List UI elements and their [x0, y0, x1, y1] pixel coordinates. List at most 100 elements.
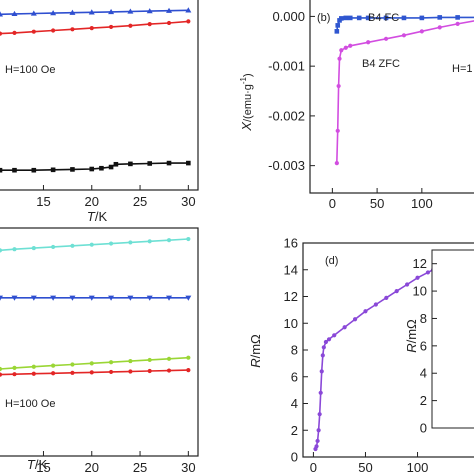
- panel-d-inset-frame: [431, 249, 474, 429]
- panel-a-x-tick-label: 20: [85, 194, 99, 209]
- panel-c-series-1-point: [166, 295, 173, 301]
- panel-a-series-2-point: [108, 164, 114, 170]
- panel-b-y-axis-close: ): [242, 73, 254, 77]
- panel-d-inset-ticks: 0 2 4 6 8 10 12: [413, 256, 437, 436]
- panel-b-series-1-point: [334, 161, 339, 166]
- panel-b-y-axis-title: X/(emu·g-1): [239, 73, 254, 131]
- panel-b-series-0-point: [419, 15, 425, 21]
- panel-a-series-2-line: [0, 162, 189, 171]
- panel-b-series-0-point: [343, 15, 349, 21]
- panel-a-series-1-line: [0, 20, 189, 35]
- panel-d-series-0-point: [384, 295, 389, 300]
- panel-b-plot-frame: [309, 0, 474, 194]
- panel-b-series-1-point: [336, 83, 341, 89]
- panel-d-inset-y-tick-label: 6: [420, 338, 427, 353]
- panel-a-series-0-point: [166, 7, 173, 13]
- panel-a-plot-frame: [0, 0, 199, 191]
- panel-b-ticks: 0 50 100 0.000 -0.001 -0.002 -0.003: [268, 9, 433, 211]
- panel-a-series-2-point: [70, 167, 75, 172]
- panel-a-series-0-point: [185, 7, 192, 13]
- panel-a-series-2-point: [147, 161, 153, 166]
- panel-d-series-0-point: [363, 309, 368, 314]
- panel-a-series-2-point: [12, 167, 17, 173]
- panel-c-series-0-point: [70, 243, 75, 248]
- panel-d-series-0-point: [425, 270, 431, 275]
- panel-d-inset-y-tick-label: 12: [413, 256, 427, 271]
- panel-b-series-1-point: [348, 43, 353, 48]
- panel-d-series-0-point: [373, 302, 378, 307]
- panel-a-series-0-point: [146, 8, 153, 14]
- panel-a-series-2-point: [166, 160, 172, 166]
- panel-b-series-1-point: [337, 56, 342, 61]
- panel-d-inset-y-tick-label: 4: [420, 366, 427, 381]
- panel-a-series-2-point: [0, 167, 3, 173]
- panel-d-x-tick-label: 50: [358, 460, 372, 474]
- panel-c-x-axis-unit: /K: [35, 457, 48, 472]
- panel-c-series-0-point: [51, 244, 56, 250]
- panel-b-series-1-point: [401, 33, 407, 38]
- panel-c-series-3-point: [186, 368, 191, 373]
- panel-c-series-2-point: [70, 362, 75, 367]
- panel-b-y-axis-var: X: [239, 121, 254, 132]
- panel-a: 15 20 25 30 H=100 Oe T/K: [0, 0, 199, 224]
- panel-a-series-1-point: [108, 24, 114, 30]
- panel-a-series-1-point: [166, 20, 172, 26]
- panel-a-x-tick-label: 25: [133, 194, 147, 209]
- panel-d-series-0-point: [314, 444, 319, 449]
- panel-d-series-0-point: [318, 390, 323, 395]
- panel-d-series-0-point: [319, 369, 324, 374]
- panel-a-x-axis-var: T: [87, 209, 96, 224]
- panel-c-series-0-point: [166, 238, 172, 243]
- panel-c-series-3-point: [70, 370, 75, 375]
- panel-a-series-0-point: [11, 10, 18, 17]
- panel-b-series-0-point: [335, 23, 341, 28]
- panel-d-inset-y-tick-label: 8: [420, 311, 427, 326]
- panel-d-y-tick-label: 4: [291, 396, 298, 411]
- panel-d-y-axis-unit: /mΩ: [248, 334, 263, 358]
- panel-a-series-1-point: [186, 19, 191, 24]
- panel-d-series-0-point: [320, 353, 325, 358]
- panel-b-series-0-point: [356, 15, 362, 21]
- panel-b-series-1-point: [366, 40, 371, 45]
- panel-b-series-0-point: [437, 15, 443, 20]
- panel-d-label: (d): [325, 255, 338, 267]
- panel-b-y-tick-label: -0.002: [268, 108, 305, 123]
- panel-d-y-axis-var: R: [248, 358, 263, 367]
- panel-c-series-2-point: [31, 364, 36, 369]
- panel-d-x-tick-label: 0: [310, 460, 317, 474]
- panel-d-series-0-point: [342, 325, 347, 330]
- panel-a-series-1-point: [70, 27, 75, 32]
- panel-a-series-0-point: [127, 8, 134, 14]
- panel-d-inset-y-tick-label: 0: [420, 421, 427, 436]
- panel-c-series-1-point: [146, 295, 153, 301]
- panel-c-series-1-point: [11, 295, 18, 301]
- panel-a-series-2-point: [186, 160, 191, 166]
- panel-a-series-1-point: [12, 30, 17, 35]
- panel-c-series-3-point: [12, 372, 17, 377]
- panel-d-series-0-point: [326, 337, 332, 342]
- panel-b-series-1-point: [437, 25, 442, 30]
- panel-a-series-2-point: [89, 166, 95, 172]
- panel-c-series-2-point: [128, 358, 133, 364]
- panel-c-x-tick-label: 20: [85, 460, 99, 474]
- panel-d-series-0-point: [316, 428, 321, 433]
- panel-a-series-1-point: [0, 31, 3, 36]
- panel-c-series-0-point: [147, 239, 152, 244]
- panel-d-series-0-point: [323, 339, 329, 345]
- panel-d-y-tick-label: 12: [284, 289, 298, 304]
- panel-c-series-2-line: [0, 356, 189, 370]
- panel-c-annotation-field: H=100 Oe: [5, 398, 55, 410]
- panel-a-x-axis-unit: /K: [95, 209, 108, 224]
- panel-c-series-3-point: [147, 368, 152, 374]
- panel-d-inset-y-axis-unit: /mΩ: [404, 319, 419, 343]
- panel-b-x-tick-label: 50: [370, 196, 384, 211]
- panel-c-series-2-point: [147, 357, 152, 363]
- panel-d-y-tick-label: 0: [291, 450, 298, 465]
- panel-d-inset-y-axis-title: R/mΩ: [404, 319, 419, 353]
- panel-a-series-1-point: [128, 23, 133, 28]
- panel-d-y-tick-label: 2: [291, 423, 298, 438]
- panel-b-series-1-point: [383, 36, 389, 41]
- panel-c-series-0-point: [186, 236, 191, 242]
- panel-c-series-1-point: [88, 295, 95, 301]
